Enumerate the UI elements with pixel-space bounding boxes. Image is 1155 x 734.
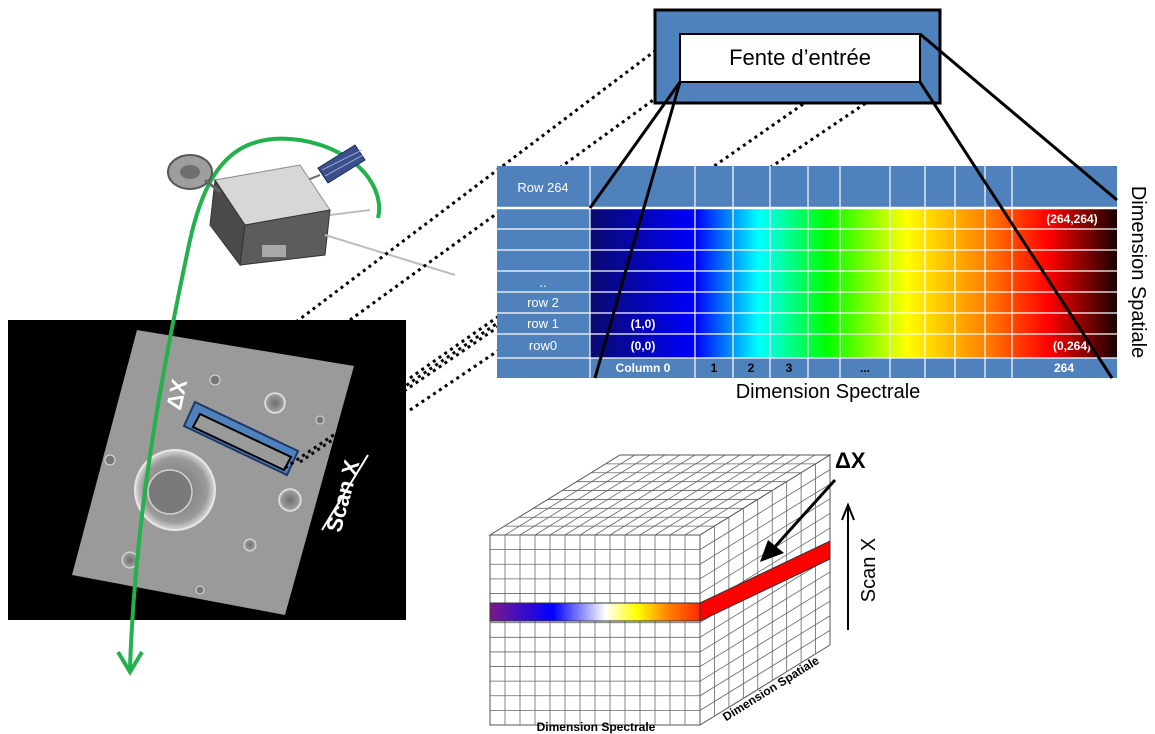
cube-scan-x-label: Scan X [858, 538, 880, 602]
column-label: 2 [748, 361, 755, 375]
crater-field [104, 374, 325, 595]
column-label: 264 [1054, 361, 1074, 375]
cube-grid-lines [490, 454, 831, 725]
detector-y-axis-label: Dimension Spatiale [1127, 186, 1149, 358]
cube-front-label: Dimension Spectrale [537, 720, 656, 734]
solar-panel [317, 144, 366, 184]
row-label: .. [539, 275, 546, 290]
surface-image-panel: ΔX Scan X [8, 320, 406, 620]
slit-projection-lines [588, 32, 1118, 379]
spacecraft [167, 144, 456, 276]
detector-array: Row 264 .. row 2 row 1 row0 (264,264) (1… [497, 166, 1149, 403]
slit-opening [679, 33, 921, 83]
cube-delta-arrow [770, 478, 837, 552]
cell-label-row0-start: (0,0) [631, 339, 656, 353]
cell-label-row0-end: (0,264) [1053, 339, 1091, 353]
surface-scan-underline [321, 454, 369, 531]
entrance-slit: Fente d’entrée [653, 8, 942, 105]
row-264-label: Row 264 [517, 180, 568, 195]
row-label: row 2 [527, 295, 559, 310]
projection-lines [284, 30, 916, 470]
detector-x-axis-label: Dimension Spectrale [736, 381, 921, 403]
column-label: ... [860, 361, 870, 375]
cube-front-strip [489, 602, 701, 622]
column-label: 3 [786, 361, 793, 375]
slit-label: Fente d’entrée [729, 45, 871, 70]
detector-grid-lines [497, 166, 1117, 378]
cell-label-top-right: (264,264) [1046, 212, 1097, 226]
cell-label-row1-start: (1,0) [631, 317, 656, 331]
cube-delta-x-label: ΔX [835, 448, 866, 473]
column-label: Column 0 [616, 361, 671, 375]
cube-side-strip [699, 540, 831, 622]
spectrum-gradient [590, 208, 1117, 358]
row-label: row 1 [527, 316, 559, 331]
orbit-arrowhead [116, 650, 144, 676]
row-label: row0 [529, 338, 557, 353]
scan-footprint-inner [191, 412, 293, 472]
column-label: 1 [711, 361, 718, 375]
